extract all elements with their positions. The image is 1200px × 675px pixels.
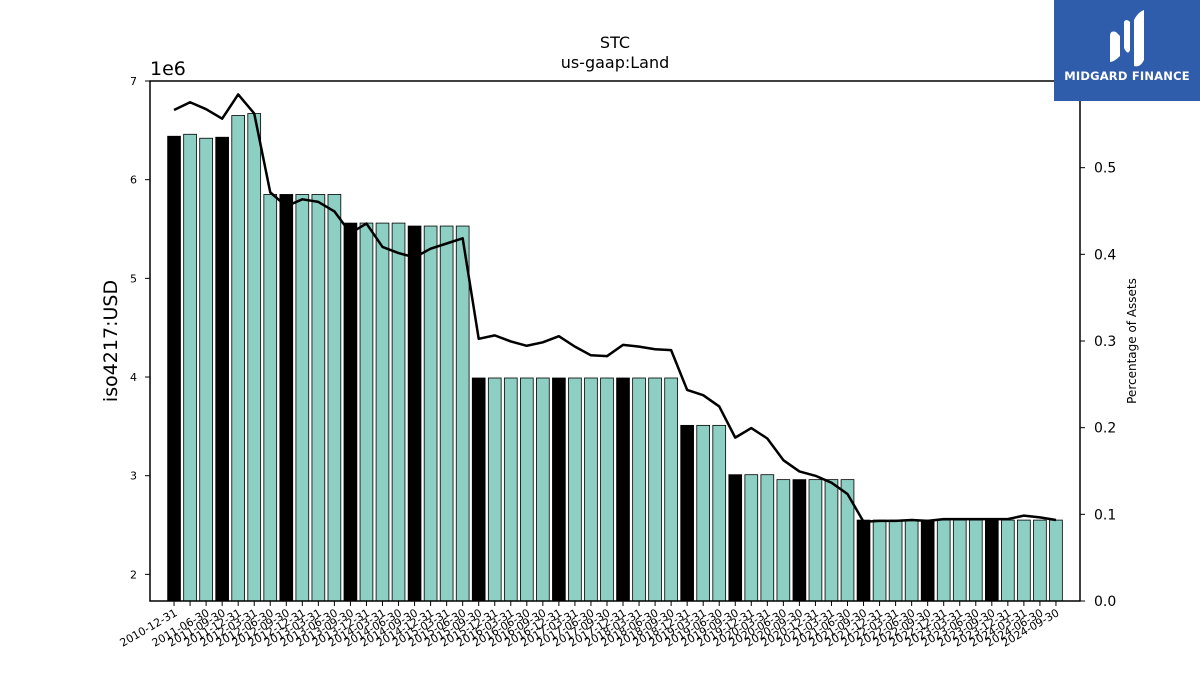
bar-2021-12-31 [872,519,887,602]
bar-2018-06-30 [648,377,662,602]
bar-2024-03-31 [1017,519,1031,602]
y-tick-label: 2 [130,568,137,581]
y-tick-label: 7 [130,75,137,88]
y-tick-label: 3 [130,470,137,483]
bar-2017-12-31 [616,377,630,602]
bar-2014-03-31 [375,222,390,602]
line-layer [173,93,1057,523]
y-tick-label: 6 [130,174,137,187]
y2-tick-label: 0.1 [1094,507,1116,523]
bar-2023-09-30 [985,519,999,602]
y2-tick-label: 0.0 [1094,594,1116,610]
bar-2022-03-31 [888,519,903,602]
bar-2013-03-31 [311,194,326,602]
y2-tick-label: 0.2 [1094,421,1116,437]
bar-2018-09-30 [664,377,678,602]
bar-2019-03-31 [696,424,711,602]
y2-axis-label: Percentage of Assets [1125,278,1139,404]
bar-2019-09-30 [728,474,743,602]
bar-2015-06-30 [455,225,470,602]
bar-2014-09-30 [407,225,422,602]
bar-2012-03-31 [247,113,262,602]
y2-tick-label: 0.4 [1094,247,1116,263]
bar-2020-06-30 [776,479,791,602]
bar-2012-09-30 [279,194,294,602]
percentage-line [173,93,1057,523]
bar-2022-09-30 [920,519,935,602]
bar-2012-12-31 [295,194,310,602]
bar-2016-03-31 [503,377,518,602]
bar-2014-12-31 [423,225,438,602]
midgard-logo: MIDGARD FINANCE [1054,0,1200,101]
bar-2011-09-30 [215,136,229,602]
bar-2013-09-30 [343,222,358,602]
bar-2018-03-31 [632,377,646,602]
bar-2020-12-31 [808,479,823,602]
bar-2016-12-31 [552,377,566,602]
bar-2022-12-31 [936,519,951,602]
bar-2024-09-30 [1049,519,1063,602]
bar-2016-09-30 [536,377,550,602]
bar-2010-12-31 [167,135,181,602]
bar-2024-06-30 [1033,519,1047,602]
bar-2018-12-31 [680,424,694,602]
midgard-logo-icon [1110,10,1144,67]
y-offset-label: 1e6 [150,58,186,80]
bars-layer [167,113,1063,602]
bar-2015-09-30 [471,377,486,602]
bar-2017-09-30 [600,377,614,602]
bar-2016-06-30 [520,377,534,602]
bar-2013-12-31 [359,222,374,602]
bar-2013-06-30 [327,194,342,602]
logo-text: MIDGARD FINANCE [1064,69,1190,83]
bar-2014-06-30 [391,222,406,602]
chart-title: STC [600,33,630,52]
bar-2023-06-30 [968,519,983,602]
bar-2020-09-30 [792,479,807,602]
y-tick-label: 4 [130,371,137,384]
bar-2021-06-30 [840,479,855,602]
bar-2021-09-30 [856,519,871,602]
y2-tick-label: 0.5 [1094,161,1116,177]
chart-subtitle: us-gaap:Land [561,53,670,72]
y-axis-label: iso4217:USD [100,280,122,402]
y2-tick-label: 0.3 [1094,334,1116,350]
bar-2020-03-31 [760,474,775,602]
bar-2019-06-30 [712,424,727,602]
axes-layer: 2345670.00.10.20.30.40.52010-12-312011-0… [118,75,1117,650]
bar-2017-06-30 [584,377,598,602]
bar-2015-03-31 [439,225,454,602]
bar-2021-03-31 [824,479,839,602]
bar-2015-12-31 [487,377,502,602]
bar-2011-12-31 [231,115,246,602]
bar-2012-06-30 [263,194,278,602]
bar-2017-03-31 [568,377,582,602]
bar-2011-03-31 [183,133,197,602]
bar-2022-06-30 [904,519,919,602]
y-tick-label: 5 [130,272,137,285]
bar-2011-06-30 [199,137,213,602]
bar-2023-03-31 [952,519,967,602]
bar-2023-12-31 [1001,519,1015,602]
bar-2019-12-31 [744,474,759,602]
